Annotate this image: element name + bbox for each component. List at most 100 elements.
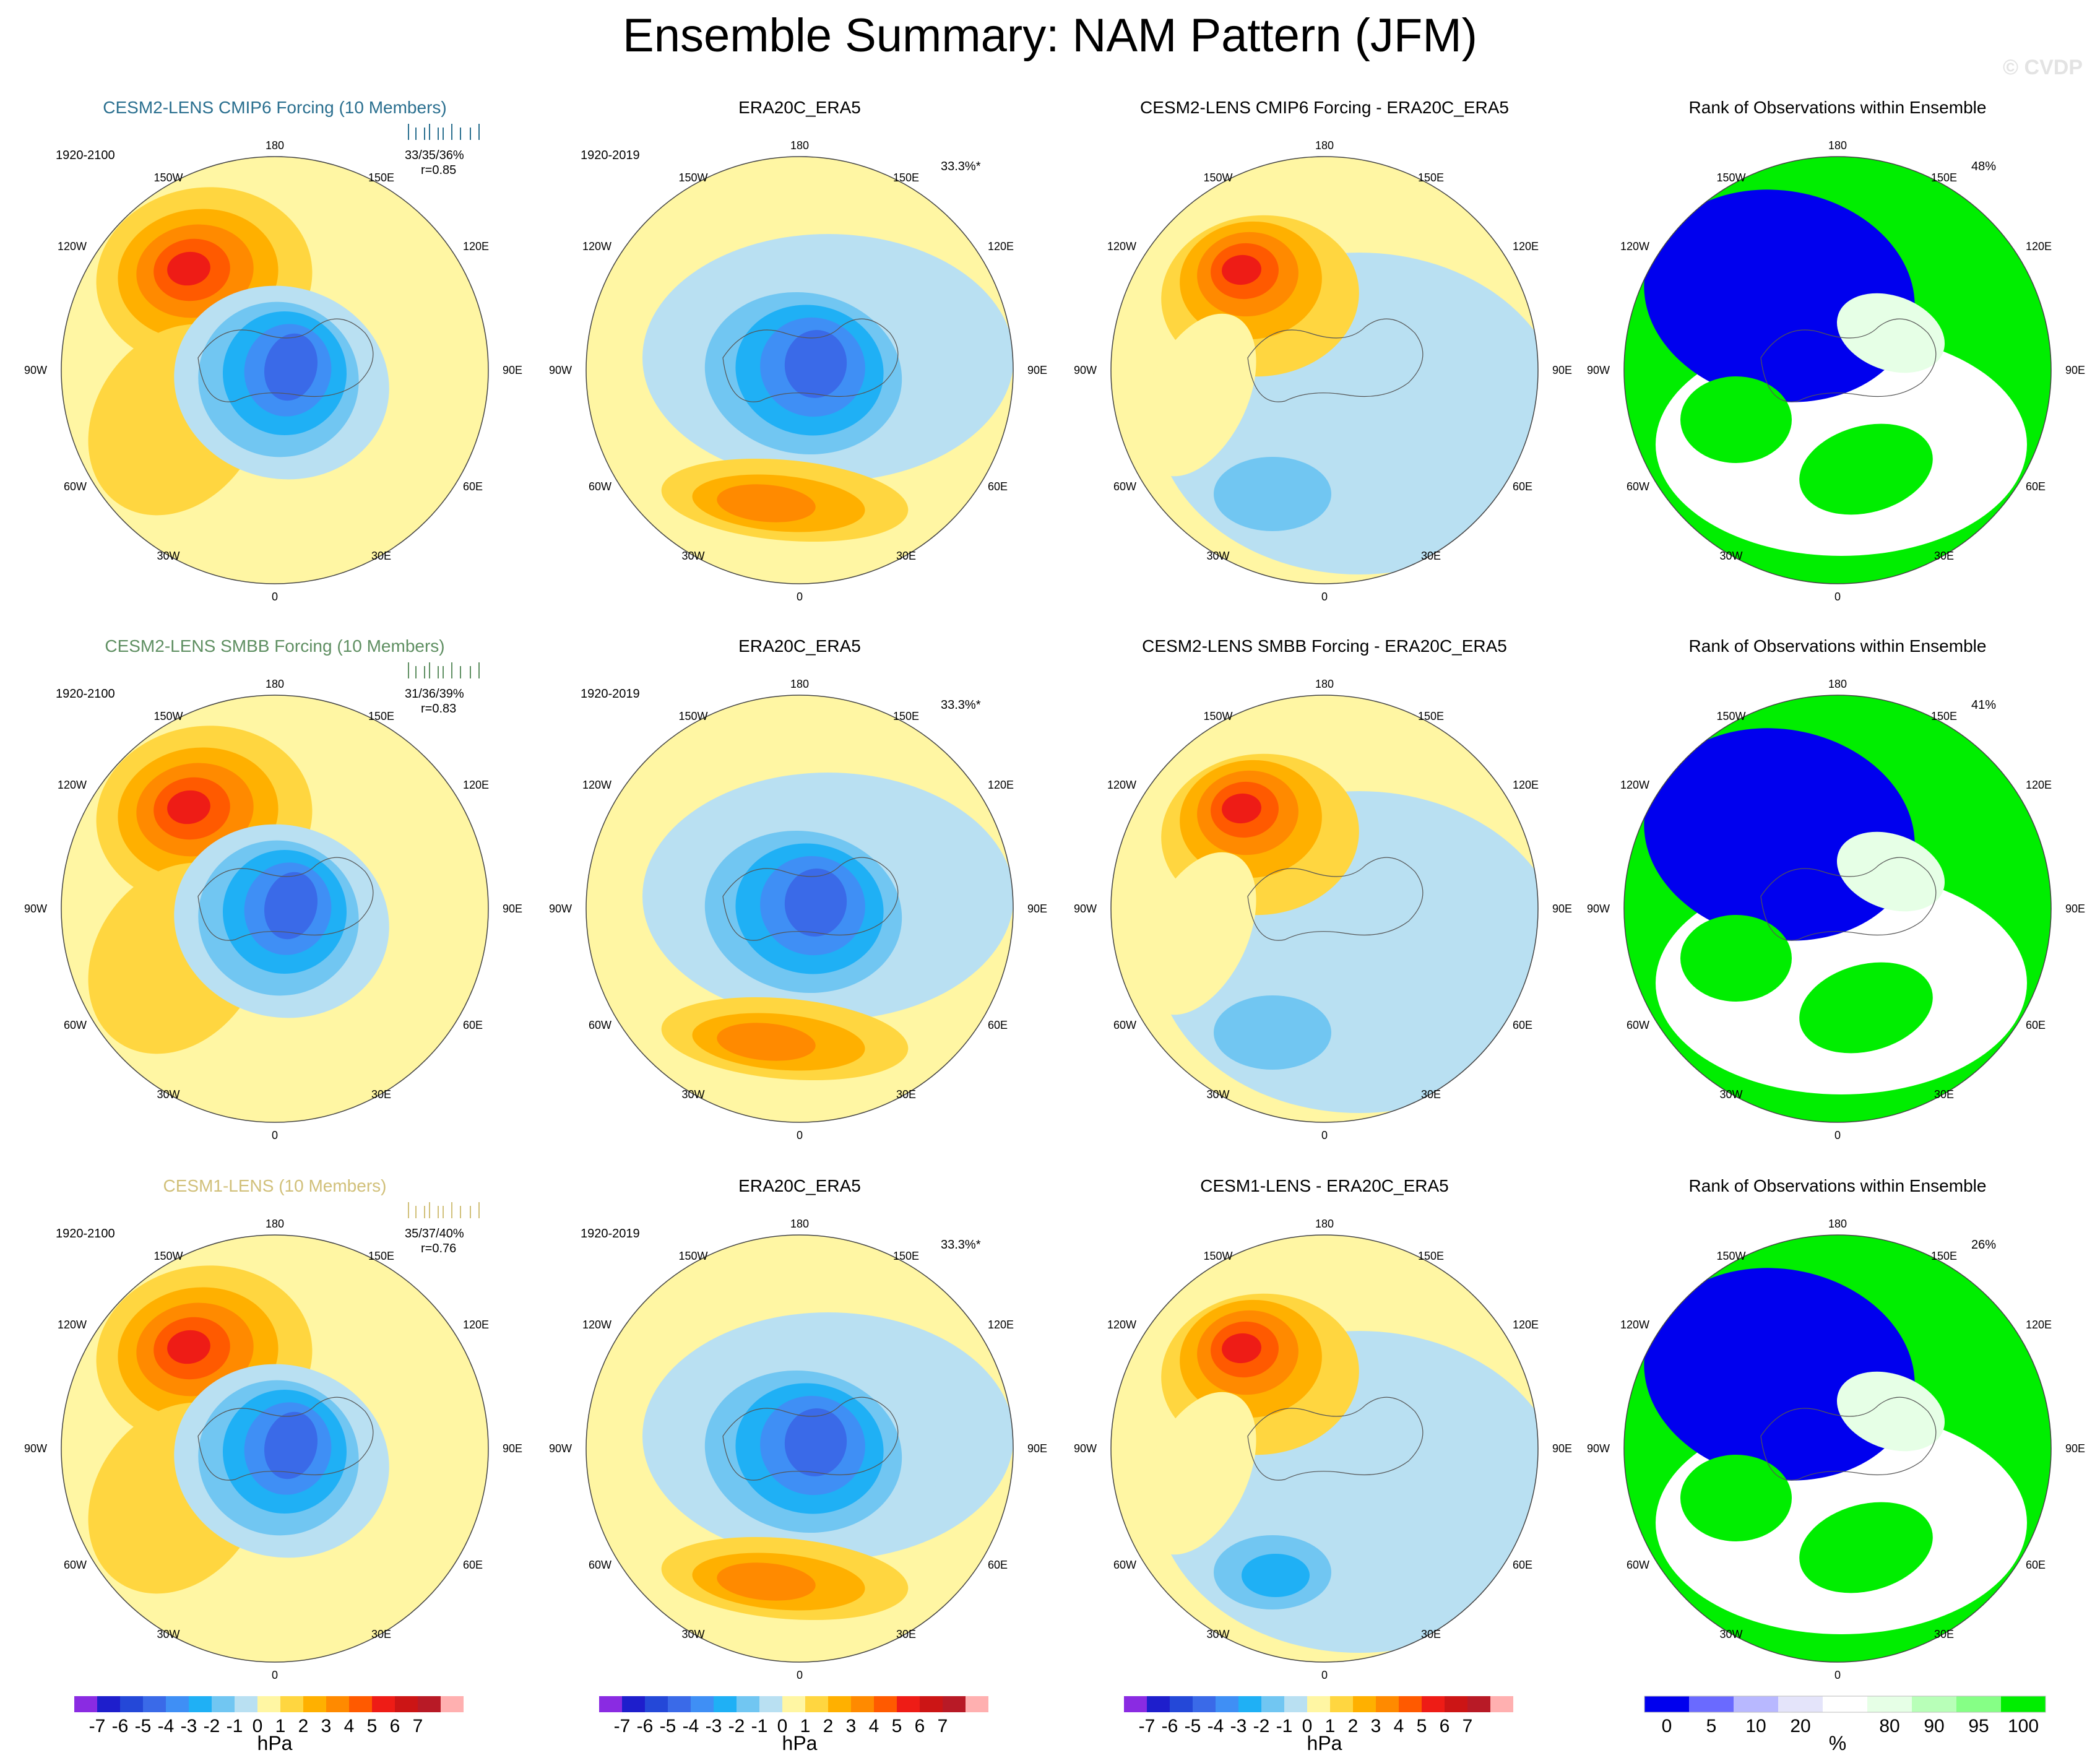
colorbar-swatch xyxy=(1422,1696,1445,1712)
colorbar-tick: -5 xyxy=(1185,1716,1201,1736)
lon-label-left: 90W xyxy=(1587,364,1610,376)
lon-label-ul1: 150W xyxy=(678,1250,707,1262)
colorbar-tick: -6 xyxy=(637,1716,654,1736)
panel-title: ERA20C_ERA5 xyxy=(738,1176,861,1195)
percent-variance: 26% xyxy=(1971,1238,1997,1252)
lon-label-top: 180 xyxy=(1315,1218,1334,1230)
lon-label-lr1: 60E xyxy=(1513,480,1532,493)
rank-green-1 xyxy=(1680,376,1792,463)
panel-title: ERA20C_ERA5 xyxy=(738,98,861,117)
lon-label-ur2: 120E xyxy=(988,240,1014,253)
diff-atlantic-low xyxy=(1214,457,1331,531)
lon-label-lr2: 30E xyxy=(896,550,916,562)
lon-label-right: 90E xyxy=(2065,364,2085,376)
lon-label-ul1: 150W xyxy=(1203,1250,1232,1262)
colorbar-swatch xyxy=(212,1696,235,1712)
lon-label-ll2: 30W xyxy=(157,1088,179,1101)
rank-green-1 xyxy=(1680,1455,1792,1541)
colorbar-swatch xyxy=(1376,1696,1399,1712)
colorbar-swatch xyxy=(418,1696,441,1712)
colorbar-tick: 4 xyxy=(344,1716,355,1736)
colorbar-hpa-3: -7 -6 -5 -4 -3 -2 -1 0 1 2 3 4 5 6 7 hPa xyxy=(1062,1694,1587,1763)
colorbar-tick: 6 xyxy=(1440,1716,1450,1736)
lon-label-ll1: 60W xyxy=(1627,480,1649,493)
panel-title: Rank of Observations within Ensemble xyxy=(1688,636,1987,656)
colorbar-swatch xyxy=(1147,1696,1170,1712)
colorbar-swatch xyxy=(645,1696,668,1712)
rank-lightgreen xyxy=(1836,1371,1945,1452)
lon-label-ur2: 120E xyxy=(1513,779,1539,791)
colorbar-swatch xyxy=(759,1696,782,1712)
diff-pos-patch xyxy=(1140,852,1256,1015)
colorbar-units: % xyxy=(1828,1732,1847,1754)
colorbar-swatch xyxy=(257,1696,280,1712)
panel-obs-row2: ERA20C_ERA5 180 0 90W 90E 150W 120W 150E 120E 60W… xyxy=(537,636,1062,1181)
lon-label-top: 180 xyxy=(790,1218,809,1230)
colorbar-tick: 1 xyxy=(1325,1716,1336,1736)
lon-label-bottom: 0 xyxy=(1321,1129,1328,1141)
diff-pos-patch xyxy=(1140,1392,1256,1555)
pattern-correlation: r=0.85 xyxy=(421,163,457,177)
lon-label-ur1: 150E xyxy=(1931,1250,1957,1262)
lon-label-ll2: 30W xyxy=(1206,550,1229,562)
map-border xyxy=(1110,156,1539,584)
colorbar-swatch xyxy=(691,1696,714,1712)
colorbar-svg: -7 -6 -5 -4 -3 -2 -1 0 1 2 3 4 5 6 7 xyxy=(74,1696,464,1736)
lon-label-ul2: 120W xyxy=(582,1319,611,1331)
lon-label-ur2: 120E xyxy=(463,779,489,791)
lon-label-lr1: 60E xyxy=(2026,1559,2046,1571)
colorbar-swatch xyxy=(1238,1696,1261,1712)
coastline xyxy=(1247,857,1424,941)
colorbar-hpa-2: -7 -6 -5 -4 -3 -2 -1 0 1 2 3 4 5 6 7 hPa xyxy=(537,1694,1062,1763)
colorbar-tick: -5 xyxy=(135,1716,152,1736)
colorbar-swatch xyxy=(897,1696,920,1712)
lon-label-ll2: 30W xyxy=(1719,1628,1742,1640)
lon-label-ur1: 150E xyxy=(368,171,394,184)
lon-label-left: 90W xyxy=(24,903,47,915)
lon-label-ul1: 150W xyxy=(1716,171,1745,184)
lon-label-ll1: 60W xyxy=(1113,1559,1136,1571)
lon-label-left: 90W xyxy=(549,364,572,376)
lon-label-left: 90W xyxy=(1074,364,1097,376)
lon-label-top: 180 xyxy=(266,1218,284,1230)
lon-label-ur1: 150E xyxy=(893,171,919,184)
rank-lightgreen xyxy=(1836,293,1945,373)
map-border xyxy=(585,695,1014,1123)
lon-label-lr1: 60E xyxy=(988,1559,1008,1571)
lon-label-ul1: 150W xyxy=(678,710,707,722)
diff-atlantic-low xyxy=(1214,995,1331,1070)
lon-label-ul2: 120W xyxy=(1620,779,1649,791)
colorbar-tick: -1 xyxy=(751,1716,768,1736)
colorbar-units: hPa xyxy=(257,1732,293,1754)
lon-label-ul1: 150W xyxy=(1716,1250,1745,1262)
lon-label-bottom: 0 xyxy=(1834,1129,1841,1141)
lon-label-lr1: 60E xyxy=(2026,1019,2046,1031)
pattern-correlation: r=0.76 xyxy=(421,1242,457,1255)
lon-label-lr1: 60E xyxy=(988,1019,1008,1031)
lon-label-left: 90W xyxy=(24,1442,47,1455)
lon-label-ul1: 150W xyxy=(1203,710,1232,722)
rank-green-2 xyxy=(1799,423,1933,515)
lon-label-ur2: 120E xyxy=(2026,779,2052,791)
lon-label-ll1: 60W xyxy=(64,1559,87,1571)
lon-label-left: 90W xyxy=(1587,903,1610,915)
colorbar-swatch xyxy=(1689,1696,1734,1712)
lon-label-ll2: 30W xyxy=(681,550,704,562)
lon-label-ur1: 150E xyxy=(1418,1250,1444,1262)
colorbar-tick: 3 xyxy=(321,1716,332,1736)
lon-label-ur1: 150E xyxy=(368,1250,394,1262)
colorbar-swatch xyxy=(1170,1696,1193,1712)
colorbar-swatch xyxy=(372,1696,395,1712)
lon-label-ur1: 150E xyxy=(893,1250,919,1262)
colorbar-svg: -7 -6 -5 -4 -3 -2 -1 0 1 2 3 4 5 6 7 xyxy=(599,1696,988,1736)
lon-label-lr1: 60E xyxy=(988,480,1008,493)
lon-label-ll1: 60W xyxy=(589,1019,611,1031)
lon-label-ul2: 120W xyxy=(582,240,611,253)
map-svg: 180 0 90W 90E 150W 120W 150E 120E 60W 30W 60E 30E xyxy=(24,678,522,1141)
map-border xyxy=(585,156,1014,584)
member-ticks xyxy=(408,124,480,140)
panel-title: CESM2-LENS SMBB Forcing (10 Members) xyxy=(105,636,445,656)
lon-label-ll1: 60W xyxy=(64,480,87,493)
rank-green-1 xyxy=(1680,915,1792,1002)
colorbar-swatch xyxy=(714,1696,737,1712)
